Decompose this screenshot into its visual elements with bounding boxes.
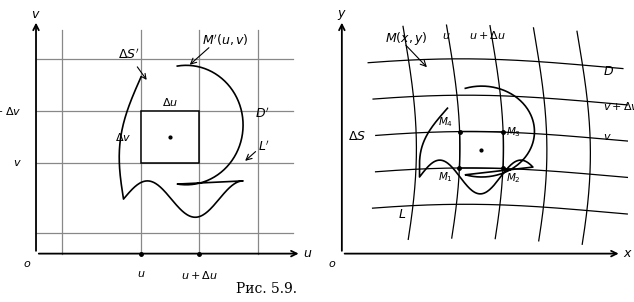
- Bar: [141, 111, 199, 163]
- Text: $v$: $v$: [603, 132, 612, 142]
- Bar: [141, 111, 199, 163]
- Text: $o$: $o$: [23, 259, 32, 269]
- Text: $v$: $v$: [31, 8, 41, 21]
- Text: $v+\Delta v$: $v+\Delta v$: [0, 105, 22, 117]
- Text: $\Delta S$: $\Delta S$: [348, 130, 366, 143]
- Text: $M_1$: $M_1$: [438, 171, 453, 184]
- Text: $L$: $L$: [398, 208, 406, 221]
- Text: $\Delta S'$: $\Delta S'$: [118, 47, 146, 79]
- Text: $M_4$: $M_4$: [438, 115, 453, 129]
- Text: $y$: $y$: [337, 8, 347, 22]
- Text: $\Delta u$: $\Delta u$: [162, 96, 178, 108]
- Polygon shape: [460, 132, 503, 169]
- Text: $M(x,y)$: $M(x,y)$: [385, 30, 428, 47]
- Text: $M_2$: $M_2$: [506, 171, 521, 185]
- Text: $o$: $o$: [328, 259, 337, 269]
- Bar: [141, 111, 199, 163]
- Text: Рис. 5.9.: Рис. 5.9.: [236, 282, 297, 296]
- Text: $u$: $u$: [137, 269, 145, 279]
- Text: $D$: $D$: [603, 65, 614, 78]
- Text: $u$: $u$: [302, 247, 312, 260]
- Text: $v$: $v$: [13, 158, 22, 168]
- Text: $x$: $x$: [623, 247, 633, 260]
- Text: $M_3$: $M_3$: [506, 125, 521, 139]
- Text: $v+\Delta v$: $v+\Delta v$: [603, 100, 634, 111]
- Text: $u$: $u$: [442, 31, 450, 41]
- Text: $L'$: $L'$: [257, 140, 270, 154]
- Text: $u+\Delta u$: $u+\Delta u$: [181, 269, 217, 281]
- Text: $\Delta v$: $\Delta v$: [115, 131, 132, 143]
- Text: $u+\Delta u$: $u+\Delta u$: [469, 29, 507, 41]
- Text: $M'(u,v)$: $M'(u,v)$: [202, 33, 249, 48]
- Text: $D'$: $D'$: [255, 106, 269, 120]
